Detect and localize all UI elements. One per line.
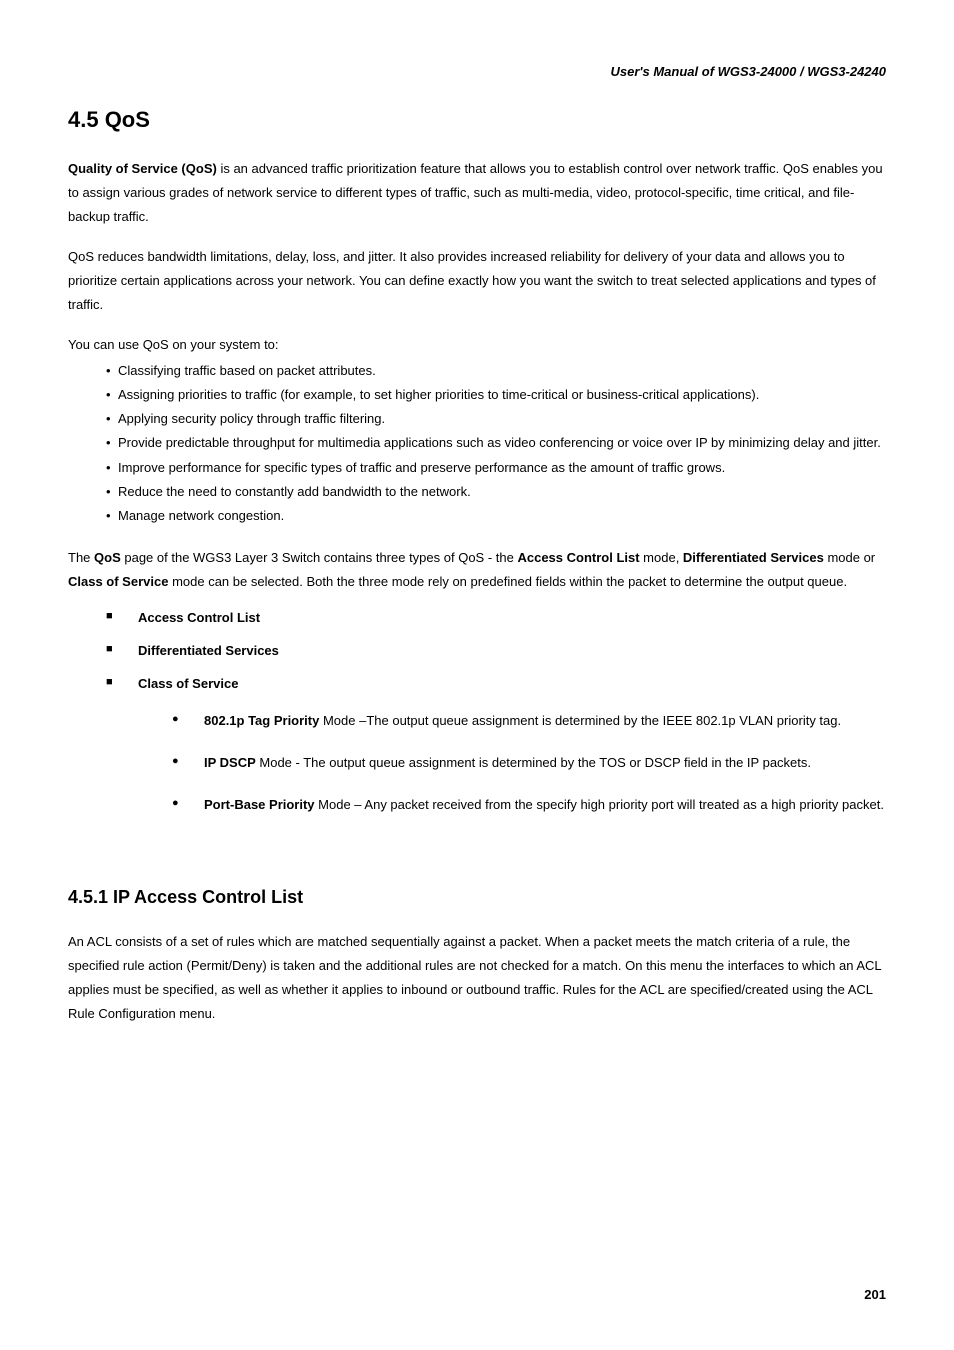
paragraph-2: QoS reduces bandwidth limitations, delay…	[68, 245, 886, 317]
qos-modes-list: Access Control List Differentiated Servi…	[68, 610, 886, 817]
list-item: Applying security policy through traffic…	[106, 407, 886, 431]
p4h: Class of Service	[68, 574, 168, 589]
p4c: page of the WGS3 Layer 3 Switch contains…	[121, 550, 518, 565]
s3r: Mode – Any packet received from the spec…	[315, 797, 884, 812]
s3b: Port-Base Priority	[204, 797, 315, 812]
submode-item: Port-Base Priority Mode – Any packet rec…	[172, 793, 886, 817]
list-item: Assigning priorities to traffic (for exa…	[106, 383, 886, 407]
page-header: User's Manual of WGS3-24000 / WGS3-24240	[68, 64, 886, 79]
page-number: 201	[864, 1287, 886, 1302]
mode-item-cos: Class of Service 802.1p Tag Priority Mod…	[106, 676, 886, 817]
p4a: The	[68, 550, 94, 565]
mode-cos-label: Class of Service	[138, 676, 238, 691]
cos-submodes-list: 802.1p Tag Priority Mode –The output que…	[138, 709, 886, 817]
section-title: 4.5 QoS	[68, 107, 886, 133]
list-item: Provide predictable throughput for multi…	[106, 431, 886, 455]
list-item: Reduce the need to constantly add bandwi…	[106, 480, 886, 504]
p4b: QoS	[94, 550, 121, 565]
p4i: mode can be selected. Both the three mod…	[168, 574, 847, 589]
s2r: Mode - The output queue assignment is de…	[256, 755, 811, 770]
s1r: Mode –The output queue assignment is det…	[319, 713, 841, 728]
s1b: 802.1p Tag Priority	[204, 713, 319, 728]
paragraph-5: An ACL consists of a set of rules which …	[68, 930, 886, 1026]
p4d: Access Control List	[517, 550, 639, 565]
qos-bold: Quality of Service (QoS)	[68, 161, 217, 176]
p4g: mode or	[824, 550, 875, 565]
list-item: Manage network congestion.	[106, 504, 886, 528]
list-item: Classifying traffic based on packet attr…	[106, 359, 886, 383]
qos-uses-list: Classifying traffic based on packet attr…	[68, 359, 886, 527]
document-page: User's Manual of WGS3-24000 / WGS3-24240…	[0, 0, 954, 1082]
list-item: Improve performance for specific types o…	[106, 456, 886, 480]
submode-item: IP DSCP Mode - The output queue assignme…	[172, 751, 886, 775]
paragraph-1: Quality of Service (QoS) is an advanced …	[68, 157, 886, 229]
s2b: IP DSCP	[204, 755, 256, 770]
p4e: mode,	[640, 550, 683, 565]
submode-item: 802.1p Tag Priority Mode –The output que…	[172, 709, 886, 733]
paragraph-4: The QoS page of the WGS3 Layer 3 Switch …	[68, 546, 886, 594]
subsection-title: 4.5.1 IP Access Control List	[68, 887, 886, 908]
mode-item-acl: Access Control List	[106, 610, 886, 625]
paragraph-3: You can use QoS on your system to:	[68, 333, 886, 357]
mode-item-diffserv: Differentiated Services	[106, 643, 886, 658]
p4f: Differentiated Services	[683, 550, 824, 565]
